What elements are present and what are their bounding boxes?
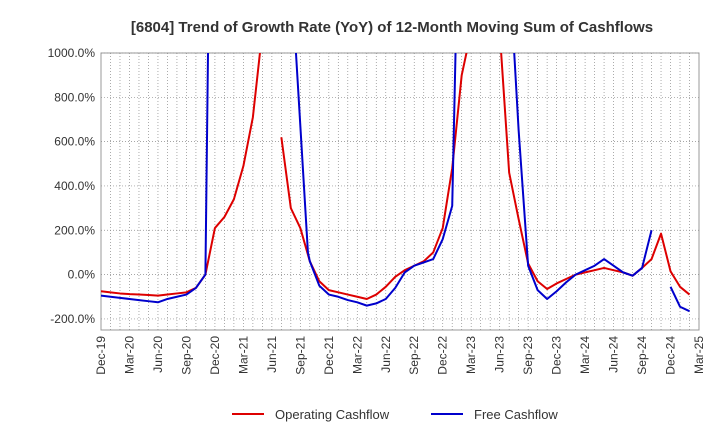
x-tick-label: Sep-22 <box>407 336 421 375</box>
x-tick-label: Jun-22 <box>379 336 393 373</box>
legend-label: Free Cashflow <box>474 407 558 422</box>
x-tick-label: Jun-20 <box>151 336 165 373</box>
chart-title: [6804] Trend of Growth Rate (YoY) of 12-… <box>131 19 653 36</box>
x-tick-label: Mar-23 <box>464 336 478 374</box>
y-tick-label: 400.0% <box>54 179 95 193</box>
x-tick-label: Mar-21 <box>236 336 250 374</box>
y-axis: -200.0% 0.0% 200.0% 400.0% 600.0% 800.0% 1000.… <box>48 46 96 326</box>
y-tick-label: 200.0% <box>54 223 95 237</box>
legend-label: Operating Cashflow <box>275 407 390 422</box>
x-tick-label: Sep-21 <box>293 336 307 375</box>
x-tick-label: Mar-25 <box>692 336 706 374</box>
y-tick-label: -200.0% <box>50 312 95 326</box>
x-tick-label: Jun-21 <box>265 336 279 373</box>
x-tick-label: Dec-23 <box>550 336 564 375</box>
x-tick-label: Dec-24 <box>664 336 678 375</box>
x-tick-label: Mar-24 <box>578 336 592 374</box>
x-tick-label: Sep-24 <box>635 336 649 375</box>
legend: Operating Cashflow Free Cashflow <box>232 407 558 422</box>
x-tick-label: Mar-22 <box>350 336 364 374</box>
x-tick-label: Sep-20 <box>179 336 193 375</box>
x-tick-label: Jun-23 <box>493 336 507 373</box>
x-tick-label: Dec-22 <box>436 336 450 375</box>
series-line-free-cashflow <box>101 53 690 313</box>
x-tick-label: Dec-20 <box>208 336 222 375</box>
y-tick-label: 0.0% <box>68 268 96 282</box>
plot-area <box>100 52 700 331</box>
series-layer <box>101 53 691 313</box>
y-tick-label: 600.0% <box>54 135 95 149</box>
y-tick-label: 1000.0% <box>48 46 96 60</box>
grid <box>101 52 699 330</box>
x-tick-label: Jun-24 <box>607 336 621 373</box>
x-tick-label: Dec-21 <box>322 336 336 375</box>
x-tick-label: Mar-20 <box>122 336 136 374</box>
x-tick-label: Dec-19 <box>94 336 108 375</box>
x-tick-label: Sep-23 <box>521 336 535 375</box>
y-tick-label: 800.0% <box>54 90 95 104</box>
x-axis: Dec-19 Mar-20 Jun-20 Sep-20 Dec-20 Mar-21 Jun-… <box>94 336 706 375</box>
